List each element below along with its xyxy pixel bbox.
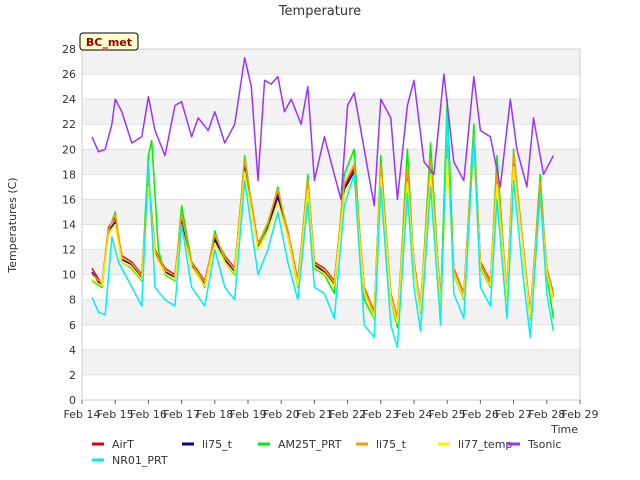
- x-tick-label: Feb 19: [230, 408, 267, 421]
- series-lines: [91, 57, 555, 349]
- y-tick-label: 14: [62, 219, 76, 232]
- y-tick-label: 0: [69, 394, 76, 407]
- x-tick-label: Feb 24: [396, 408, 433, 421]
- legend-label: li77_temp: [458, 438, 512, 451]
- y-axis-label: Temperatures (C): [6, 177, 19, 273]
- x-tick-label: Feb 16: [130, 408, 167, 421]
- x-tick-label: Feb 29: [562, 408, 599, 421]
- x-tick-label: Feb 20: [263, 408, 300, 421]
- x-tick-label: Feb 21: [296, 408, 333, 421]
- chart-title: Temperature: [278, 4, 361, 19]
- legend-label: li75_t: [202, 438, 233, 451]
- y-tick-label: 26: [62, 68, 76, 81]
- x-tick-label: Feb 18: [196, 408, 233, 421]
- y-tick-label: 12: [62, 244, 76, 257]
- x-tick-label: Feb 28: [528, 408, 565, 421]
- y-tick-label: 2: [69, 369, 76, 382]
- plot-frame: [81, 48, 581, 401]
- legend-label: Tsonic: [527, 438, 561, 451]
- grid-bands: [82, 49, 580, 401]
- station-badge-label: BC_met: [86, 36, 132, 49]
- series-line-nr01-prt: [91, 110, 555, 349]
- y-tick-label: 8: [69, 294, 76, 307]
- grid-band: [82, 299, 580, 325]
- x-tick-label: Feb 27: [495, 408, 532, 421]
- legend-label: li75_t: [376, 438, 407, 451]
- station-badge: BC_met: [79, 32, 139, 51]
- y-tick-label: 22: [62, 118, 76, 131]
- x-axis-label: Time: [550, 423, 578, 436]
- x-tick-label: Feb 26: [462, 408, 499, 421]
- y-tick-label: 16: [62, 193, 76, 206]
- grid-band: [82, 99, 580, 125]
- y-tick-label: 10: [62, 269, 76, 282]
- y-tick-label: 18: [62, 168, 76, 181]
- grid-band: [82, 349, 580, 375]
- x-tick-label: Feb 22: [329, 408, 366, 421]
- legend-label: NR01_PRT: [112, 454, 168, 467]
- y-tick-label: 24: [62, 93, 76, 106]
- legend-label: AirT: [112, 438, 134, 451]
- y-tick-label: 6: [69, 319, 76, 332]
- x-tick-label: Feb 14: [64, 408, 101, 421]
- x-tick-label: Feb 23: [362, 408, 399, 421]
- x-tick-label: Feb 17: [163, 408, 200, 421]
- y-tick-label: 20: [62, 143, 76, 156]
- y-tick-label: 4: [69, 344, 76, 357]
- legend: AirT li75_t AM25T_PRT li75_t li77_temp Tsonic…: [92, 438, 561, 467]
- series-line-tsonic: [91, 57, 555, 207]
- legend-label: AM25T_PRT: [278, 438, 342, 451]
- x-tick-label: Feb 15: [97, 408, 134, 421]
- grid-band: [82, 49, 580, 75]
- x-tick-label: Feb 25: [429, 408, 466, 421]
- series-line-li77-temp: [91, 148, 555, 325]
- y-tick-label: 28: [62, 43, 76, 56]
